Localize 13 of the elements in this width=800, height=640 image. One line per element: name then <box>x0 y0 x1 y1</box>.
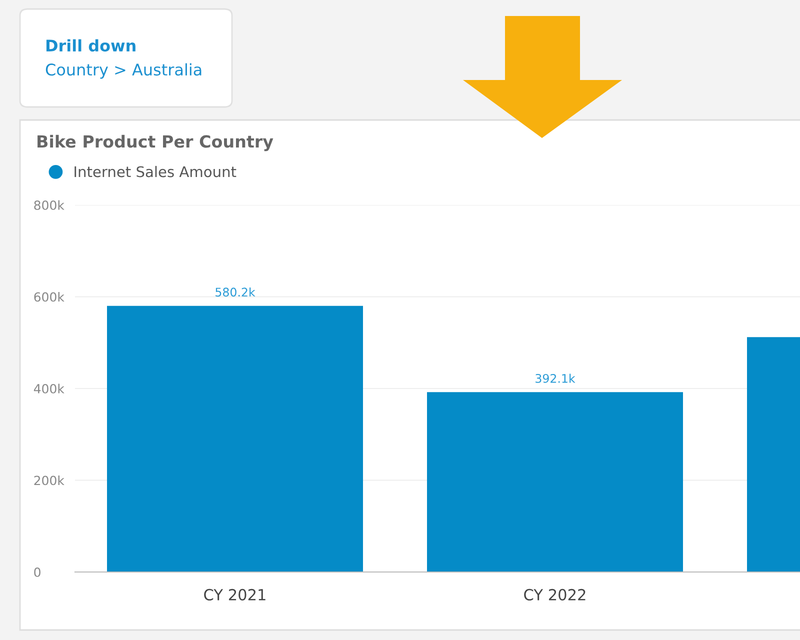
y-tick-label: 600k <box>34 292 64 302</box>
x-tick-label: CY 2021 <box>204 588 266 600</box>
chart-title: Bike Product Per Country <box>38 134 274 152</box>
data-label: 580.2k <box>216 287 256 297</box>
legend-label: Internet Sales Amount <box>74 166 236 178</box>
text: Drill down <box>46 39 136 52</box>
data-label: 392.1k <box>536 374 576 383</box>
y-tick-label: 400k <box>34 384 64 394</box>
x-tick-label: CY 2022 <box>524 588 586 600</box>
y-tick-label: 200k <box>34 476 64 486</box>
text: Country > Australia <box>46 63 202 79</box>
y-tick-label: 800k <box>34 200 64 210</box>
y-tick-label: 0 <box>34 567 40 577</box>
